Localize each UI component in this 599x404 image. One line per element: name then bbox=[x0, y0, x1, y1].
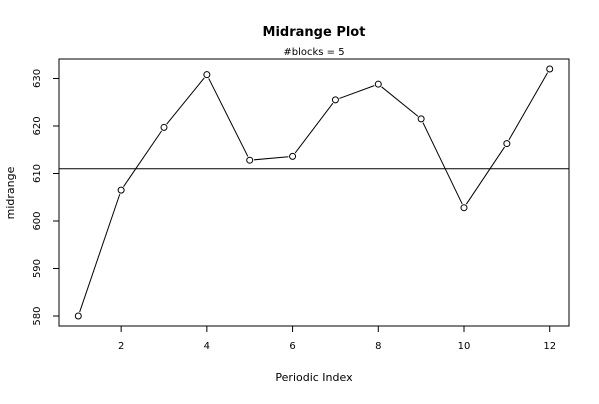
data-point bbox=[546, 65, 554, 73]
data-point bbox=[460, 204, 468, 212]
data-point bbox=[374, 80, 382, 88]
y-tick-label: 630 bbox=[32, 69, 43, 88]
x-tick-label: 2 bbox=[118, 341, 124, 352]
y-axis-label: midrange bbox=[4, 166, 17, 219]
series-line-segment bbox=[253, 156, 289, 161]
x-tick-label: 4 bbox=[204, 341, 210, 352]
x-tick-label: 6 bbox=[289, 341, 295, 352]
data-point bbox=[117, 186, 125, 194]
y-tick-label: 590 bbox=[32, 259, 43, 278]
data-point bbox=[289, 152, 297, 160]
chart-subtitle: #blocks = 5 bbox=[283, 47, 344, 58]
y-tick-label: 620 bbox=[32, 116, 43, 135]
series-line-segment bbox=[381, 86, 419, 117]
series-line-segment bbox=[422, 122, 463, 205]
series-line-segment bbox=[166, 77, 205, 125]
series-line-segment bbox=[294, 102, 334, 154]
series-line-segment bbox=[465, 146, 505, 205]
series-line-segment bbox=[208, 78, 249, 157]
x-axis: 2 4 6 8 10 12 bbox=[118, 326, 556, 352]
data-point bbox=[74, 312, 82, 320]
series-line-segment bbox=[508, 72, 549, 141]
x-axis-label: Periodic Index bbox=[275, 371, 353, 384]
data-point bbox=[203, 71, 211, 79]
x-tick-label: 12 bbox=[543, 341, 556, 352]
x-tick-label: 8 bbox=[375, 341, 381, 352]
series-line-segment bbox=[79, 193, 121, 313]
data-point bbox=[503, 140, 511, 148]
data-point bbox=[417, 115, 425, 123]
x-tick-label: 10 bbox=[458, 341, 471, 352]
series-line-segment bbox=[339, 85, 375, 99]
data-point bbox=[331, 96, 339, 104]
series-line-segment bbox=[123, 130, 163, 187]
series-group bbox=[74, 65, 554, 320]
y-tick-label: 610 bbox=[32, 164, 43, 183]
y-tick-label: 600 bbox=[32, 211, 43, 230]
chart-title: Midrange Plot bbox=[263, 25, 366, 40]
data-point bbox=[160, 123, 168, 131]
data-point bbox=[246, 156, 254, 164]
y-axis: 580 590 600 610 620 630 bbox=[32, 69, 59, 326]
plot-frame bbox=[58, 58, 570, 327]
y-tick-label: 580 bbox=[32, 306, 43, 325]
